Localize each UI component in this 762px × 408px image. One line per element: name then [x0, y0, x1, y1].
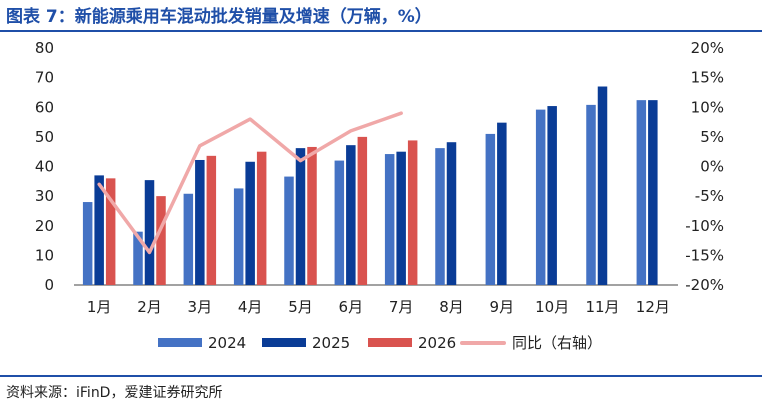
- bar-2025-5: [295, 148, 306, 285]
- bar-2024-11: [586, 104, 596, 285]
- y-tick-label: 20: [35, 217, 54, 235]
- y-tick-label: 80: [35, 39, 54, 57]
- y-tick-label: 50: [35, 128, 54, 146]
- x-tick-label: 5月: [288, 298, 313, 316]
- x-tick-label: 7月: [389, 298, 414, 316]
- bar-2025-8: [446, 142, 457, 285]
- x-tick-label: 6月: [339, 298, 364, 316]
- bar-2024-8: [435, 148, 445, 285]
- bar-2025-2: [144, 180, 155, 285]
- y2-tick-label: 5%: [700, 128, 724, 146]
- bar-2026-3: [206, 155, 217, 285]
- y2-tick-label: -5%: [695, 187, 724, 205]
- bar-2025-3: [195, 159, 205, 285]
- chart-title: 图表 7：新能源乘用车混动批发销量及增速（万辆，%）: [6, 7, 432, 27]
- bar-2024-10: [535, 109, 546, 286]
- right-axis-ticks: -20% -15% -10% -5% 0% 5% 10% 15% 20%: [685, 39, 724, 294]
- x-axis-ticks: 1月 2月 3月 4月 5月 6月 7月 8月 9月 10月 11月 12月: [87, 298, 670, 316]
- bar-2024-5: [284, 176, 294, 285]
- bar-2025-11: [597, 86, 608, 285]
- bar-2025-6: [346, 145, 356, 285]
- bar-2025-1: [94, 175, 104, 285]
- bar-2024-6: [334, 160, 345, 285]
- bar-2024-3: [183, 193, 194, 285]
- y2-tick-label: 20%: [691, 39, 724, 57]
- legend-swatch-2: [368, 338, 412, 347]
- legend: 2024 2025 2026 同比（右轴）: [158, 334, 602, 352]
- y-tick-label: 70: [35, 69, 54, 87]
- x-tick-label: 3月: [188, 298, 213, 316]
- source-note: 资料来源：iFinD，爱建证券研究所: [6, 385, 223, 401]
- bar-2026-1: [105, 178, 116, 285]
- bar-2025-12: [648, 100, 658, 285]
- x-tick-label: 8月: [439, 298, 464, 316]
- bar-2026-2: [156, 196, 166, 285]
- bars: [82, 86, 658, 286]
- legend-label-0: 2024: [208, 334, 246, 352]
- bar-2026-6: [357, 136, 368, 285]
- bar-2024-7: [384, 154, 395, 285]
- y-tick-label: 40: [35, 158, 54, 176]
- x-tick-label: 10月: [535, 298, 569, 316]
- left-axis-ticks: 0 10 20 30 40 50 60 70 80: [35, 39, 54, 294]
- legend-swatch-0: [158, 338, 202, 347]
- bar-2024-1: [82, 202, 93, 285]
- bar-2024-12: [636, 100, 647, 285]
- title-rule: [0, 30, 762, 32]
- y2-tick-label: 10%: [691, 98, 724, 116]
- bar-2025-10: [547, 106, 557, 285]
- legend-swatch-1: [262, 338, 306, 347]
- y-tick-label: 30: [35, 187, 54, 205]
- x-tick-label: 12月: [636, 298, 670, 316]
- bar-2024-4: [233, 188, 244, 285]
- x-tick-label: 1月: [87, 298, 112, 316]
- y2-tick-label: -10%: [685, 217, 724, 235]
- yoy-line: [97, 111, 403, 255]
- y2-tick-label: 15%: [691, 69, 724, 87]
- y2-tick-label: -15%: [685, 246, 724, 264]
- bar-2026-5: [307, 146, 317, 285]
- legend-label-1: 2025: [312, 334, 350, 352]
- x-tick-label: 9月: [490, 298, 515, 316]
- x-tick-label: 11月: [585, 298, 619, 316]
- y2-tick-label: 0%: [700, 158, 724, 176]
- x-tick-label: 2月: [137, 298, 162, 316]
- legend-label-3: 同比（右轴）: [512, 334, 602, 352]
- bar-2025-7: [396, 151, 406, 285]
- bar-2025-4: [245, 161, 255, 285]
- y-tick-label: 10: [35, 246, 54, 264]
- y2-tick-label: -20%: [685, 276, 724, 294]
- legend-label-2: 2026: [418, 334, 456, 352]
- bar-2024-9: [485, 133, 496, 285]
- bar-2025-9: [497, 122, 507, 285]
- x-tick-label: 4月: [238, 298, 263, 316]
- y-tick-label: 60: [35, 98, 54, 116]
- bar-2026-7: [407, 140, 418, 285]
- bar-2024-2: [133, 231, 143, 285]
- y-tick-label: 0: [44, 276, 54, 294]
- lines: [97, 111, 403, 255]
- bar-2026-4: [256, 151, 267, 285]
- footer-rule: [0, 375, 762, 377]
